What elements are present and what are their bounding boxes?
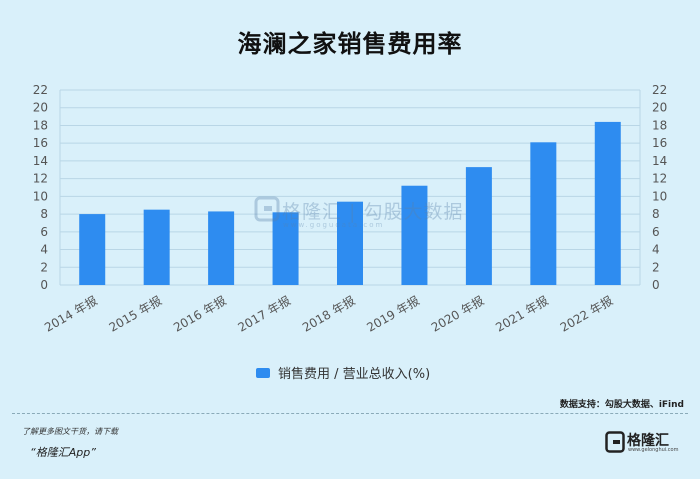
y-tick-label-left: 20	[33, 101, 48, 115]
bar	[272, 212, 299, 285]
x-tick-label: 2017 年报	[235, 293, 293, 335]
y-tick-label-left: 0	[40, 278, 48, 292]
y-tick-label-right: 0	[652, 278, 660, 292]
y-tick-label-left: 16	[33, 136, 48, 150]
y-tick-label-right: 20	[652, 101, 667, 115]
brand-logo-icon	[605, 431, 625, 453]
bar	[208, 211, 235, 285]
footer-app-name: “格隆汇App”	[30, 446, 96, 459]
data-source: 数据支持：勾股大数据、iFind	[559, 400, 684, 410]
y-tick-label-left: 4	[40, 243, 48, 257]
legend-label: 销售费用 / 营业总收入(%)	[278, 366, 430, 382]
x-axis: 2014 年报 2015 年报 2016 年报 2017 年报 2018 年报 2019 …	[42, 293, 616, 335]
y-tick-label-left: 12	[33, 172, 48, 186]
bar	[79, 214, 106, 285]
x-tick-label: 2016 年报	[171, 293, 229, 335]
brand-logo: 格隆汇 www.gelonghui.com	[605, 429, 687, 455]
x-tick-label: 2018 年报	[299, 293, 357, 335]
y-tick-label-right: 14	[652, 154, 667, 168]
brand-logo-name: 格隆汇	[627, 433, 669, 449]
bar	[465, 167, 492, 285]
bar	[337, 201, 363, 285]
y-tick-label-left: 22	[33, 83, 48, 97]
chart-title: 海澜之家销售费用率	[237, 30, 463, 58]
x-tick-label: 2021 年报	[493, 293, 551, 335]
y-tick-label-left: 8	[40, 207, 48, 221]
bar	[530, 142, 557, 285]
watermark-text: 格隆汇 | 勾股大数据	[282, 201, 464, 223]
x-tick-label: 2014 年报	[42, 293, 100, 335]
y-axis-left: 0 2 4 6 8 10 12 14 16 18 20 22	[33, 83, 61, 292]
x-tick-label: 2019 年报	[364, 293, 422, 335]
y-tick-label-right: 12	[652, 172, 667, 186]
x-tick-label: 2022 年报	[557, 293, 615, 335]
y-tick-label-left: 14	[33, 154, 48, 168]
y-tick-label-right: 18	[652, 118, 667, 132]
y-tick-label-right: 22	[652, 83, 667, 97]
watermark-logo-icon	[254, 196, 280, 222]
y-tick-label-right: 10	[652, 189, 667, 203]
x-tick-label: 2020 年报	[428, 293, 486, 335]
y-tick-label-right: 2	[652, 260, 660, 274]
y-axis-right: 0 2 4 6 8 10 12 14 16 18 20 22	[639, 83, 667, 292]
bar-chart: 0 2 4 6 8 10 12 14 16 18 20 22 0 2 4 6 8 10 12 14 16 18 2022 …	[33, 83, 668, 382]
legend: 销售费用 / 营业总收入(%)	[256, 366, 430, 382]
brand-logo-url: www.gelonghui.com	[628, 447, 679, 453]
y-tick-label-right: 4	[652, 243, 660, 257]
y-tick-label-right: 6	[652, 225, 660, 239]
bar	[594, 121, 621, 285]
y-tick-label-left: 6	[40, 225, 48, 239]
bar-series	[79, 121, 621, 285]
legend-swatch	[256, 368, 270, 378]
bar	[143, 209, 170, 285]
footer-divider	[12, 413, 688, 414]
y-tick-label-left: 10	[33, 189, 48, 203]
bar	[401, 185, 428, 285]
x-tick-label: 2015 年报	[106, 293, 164, 335]
watermark-sub: www.gogudata.com	[283, 221, 385, 229]
y-tick-label-left: 2	[40, 260, 48, 274]
y-tick-label-right: 16	[652, 136, 667, 150]
footer-note: 了解更多图文干货，请下载	[22, 427, 118, 436]
y-tick-label-left: 18	[33, 118, 48, 132]
y-tick-label-right: 8	[652, 207, 660, 221]
